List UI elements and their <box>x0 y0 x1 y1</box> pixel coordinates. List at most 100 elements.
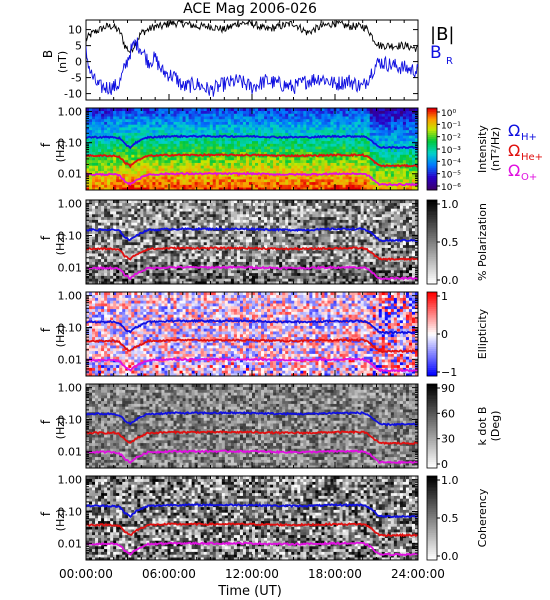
spectrogram-cell <box>224 140 229 144</box>
spectrogram-cell <box>270 140 274 144</box>
spectrogram-cell <box>248 108 253 112</box>
spectrogram-cell <box>215 154 220 158</box>
spectrogram-cell <box>288 138 292 142</box>
spectrogram-cell <box>375 129 380 133</box>
spectrogram-cell <box>408 154 413 158</box>
spectrogram-cell <box>167 170 171 174</box>
spectrogram-cell <box>212 239 217 243</box>
spectrogram-cell <box>89 149 93 153</box>
spectrogram-cell <box>104 187 108 190</box>
spectrogram-cell <box>209 216 214 220</box>
spectrogram-cell <box>137 219 141 223</box>
spectrogram-cell <box>312 143 316 147</box>
spectrogram-cell <box>227 168 232 172</box>
spectrogram-cell <box>152 179 156 183</box>
spectrogram-cell <box>215 216 220 220</box>
spectrogram-cell <box>230 170 235 174</box>
spectrogram-cell <box>242 118 247 122</box>
spectrogram-cell <box>92 110 96 114</box>
spectrogram-cell <box>366 170 371 174</box>
spectrogram-cell <box>396 127 401 131</box>
spectrogram-cell <box>270 184 274 188</box>
spectrogram-cell <box>92 143 96 147</box>
spectrogram-cell <box>252 179 256 183</box>
spectrogram-cell <box>215 267 220 271</box>
spectrogram-cell <box>101 239 105 243</box>
spectrogram-cell <box>291 179 295 183</box>
spectrogram-cell <box>215 140 220 144</box>
spectrogram-cell <box>264 181 268 185</box>
spectrogram-cell <box>203 216 208 220</box>
spectrogram-cell <box>125 173 129 177</box>
spectrogram-cell <box>107 170 111 174</box>
spectrogram-cell <box>203 162 208 166</box>
spectrogram-cell <box>297 176 301 180</box>
spectrogram-cell <box>297 151 301 155</box>
spectrogram-cell <box>182 121 186 125</box>
spectrogram-cell <box>212 143 217 147</box>
spectrogram-cell <box>318 184 322 188</box>
spectrogram-cell <box>149 121 153 125</box>
spectrogram-cell <box>173 208 177 212</box>
spectrogram-cell <box>236 275 241 279</box>
spectrogram-cell <box>318 165 322 169</box>
spectrogram-cell <box>122 222 126 226</box>
spectrogram-cell <box>218 205 223 209</box>
spectrogram-cell <box>155 179 159 183</box>
spectrogram-cell <box>122 267 126 271</box>
spectrogram-cell <box>182 108 186 112</box>
spectrogram-cell <box>414 121 418 125</box>
spectrogram-cell <box>203 184 208 188</box>
spectrogram-cell <box>294 127 298 131</box>
spectrogram-cell <box>131 244 135 248</box>
spectrogram-cell <box>411 108 416 112</box>
spectrogram-cell <box>164 202 168 206</box>
spectrogram-cell <box>342 149 346 153</box>
spectrogram-cell <box>360 113 364 117</box>
spectrogram-cell <box>327 138 331 142</box>
spectrogram-cell <box>176 211 180 215</box>
spectrogram-cell <box>167 121 171 125</box>
spectrogram-cell <box>227 242 232 246</box>
spectrogram-cell <box>161 138 165 142</box>
spectrogram-cell <box>89 159 93 163</box>
spectrogram-cell <box>203 149 208 153</box>
spectrogram-cell <box>92 239 96 243</box>
spectrogram-cell <box>104 211 108 215</box>
spectrogram-cell <box>116 116 120 120</box>
spectrogram-cell <box>279 143 283 147</box>
spectrogram-cell <box>242 121 247 125</box>
spectrogram-cell <box>206 138 211 142</box>
spectrogram-cell <box>366 146 371 150</box>
spectrogram-cell <box>167 113 171 117</box>
spectrogram-cell <box>197 275 201 279</box>
spectrogram-cell <box>227 208 232 212</box>
spectrogram-cell <box>242 110 247 114</box>
spectrogram-cell <box>209 129 214 133</box>
spectrogram-cell <box>212 242 217 246</box>
spectrogram-cell <box>203 200 208 204</box>
spectrogram-cell <box>348 113 352 117</box>
spectrogram-cell <box>170 170 174 174</box>
spectrogram-cell <box>98 121 102 125</box>
spectrogram-cell <box>173 168 177 172</box>
spectrogram-cell <box>405 129 410 133</box>
spectrogram-cell <box>366 127 371 131</box>
spectrogram-cell <box>405 118 410 122</box>
spectrogram-cell <box>125 261 129 265</box>
spectrogram-cell <box>206 253 211 257</box>
spectrogram-cell <box>149 281 153 284</box>
spectrogram-cell <box>152 216 156 220</box>
spectrogram-cell <box>176 275 180 279</box>
spectrogram-cell <box>411 127 416 131</box>
spectrogram-cell <box>95 170 99 174</box>
spectrogram-cell <box>116 149 120 153</box>
spectrogram-cell <box>354 176 358 180</box>
spectrogram-cell <box>306 138 310 142</box>
spectrogram-cell <box>110 200 114 204</box>
spectrogram-cell <box>98 170 102 174</box>
spectrogram-cell <box>360 124 364 128</box>
spectrogram-cell <box>405 135 410 139</box>
spectrogram-cell <box>185 162 189 166</box>
spectrogram-cell <box>137 143 141 147</box>
